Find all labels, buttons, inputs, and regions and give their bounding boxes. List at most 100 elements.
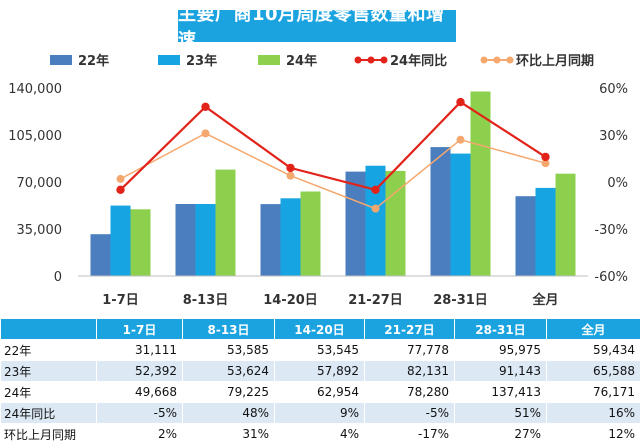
table-cell: 95,975: [455, 340, 547, 361]
table-cell: 91,143: [455, 361, 547, 382]
table-cell: -5%: [97, 403, 183, 424]
table-cell: 48%: [183, 403, 275, 424]
legend-label: 24年同比: [390, 53, 447, 69]
table-cell: 65,588: [547, 361, 640, 382]
point-24年同比-28-31日: [456, 98, 464, 106]
y-right-tick-label: -60%: [594, 270, 628, 285]
y-left-tick-label: 0: [54, 270, 62, 285]
x-tick-label: 21-27日: [348, 293, 403, 308]
bar-23年-28-31日: [451, 154, 471, 276]
table-cell: 53,624: [183, 361, 275, 382]
legend-marker: [355, 57, 362, 64]
legend-label: 23年: [186, 53, 217, 69]
legend-marker: [481, 57, 488, 64]
table-header-cell: 8-13日: [183, 319, 275, 340]
y-right-tick-label: -30%: [594, 223, 628, 238]
legend-marker: [381, 57, 388, 64]
row-label: 24年: [1, 382, 97, 403]
legend-marker: [507, 57, 514, 64]
x-tick-label: 14-20日: [263, 293, 318, 308]
legend-label: 22年: [78, 53, 109, 69]
x-tick-label: 8-13日: [183, 293, 229, 308]
data-table: 1-7日 8-13日 14-20日 21-27日 28-31日 全月 22年 3…: [0, 318, 640, 445]
x-tick-label: 全月: [531, 292, 558, 308]
x-tick-label: 28-31日: [433, 293, 488, 308]
table-header-cell: 14-20日: [275, 319, 365, 340]
point-24年同比-全月: [541, 153, 549, 161]
point-环比上月同期-14-20日: [287, 172, 295, 180]
table-cell: 31,111: [97, 340, 183, 361]
table-cell: 57,892: [275, 361, 365, 382]
table-row: 24年 49,668 79,225 62,954 78,280 137,413 …: [1, 382, 640, 403]
table-cell: 79,225: [183, 382, 275, 403]
chart-area: 0 35,000 70,000 105,000 140,000 -60% -30% 0% 30%…: [0, 0, 640, 316]
point-环比上月同期-28-31日: [457, 136, 465, 144]
table-cell: 9%: [275, 403, 365, 424]
table-cell: 27%: [455, 424, 547, 445]
table-cell: 12%: [547, 424, 640, 445]
y-right-tick-label: 0%: [607, 176, 628, 191]
y-left-tick-label: 35,000: [17, 223, 63, 238]
table-cell: -5%: [365, 403, 455, 424]
bar-22年-14-20日: [261, 204, 281, 276]
bar-22年-28-31日: [431, 147, 451, 276]
legend-swatch-23年: [158, 55, 180, 65]
y-left-tick-label: 140,000: [8, 82, 62, 97]
table-cell: 16%: [547, 403, 640, 424]
bar-22年-全月: [516, 196, 536, 276]
x-tick-label: 1-7日: [102, 293, 139, 308]
table-header-cell: 全月: [547, 319, 640, 340]
row-label: 23年: [1, 361, 97, 382]
point-24年同比-14-20日: [286, 164, 294, 172]
table-cell: 51%: [455, 403, 547, 424]
table-cell: 53,585: [183, 340, 275, 361]
y-right-tick-label: 30%: [599, 129, 628, 144]
y-left-tick-label: 105,000: [8, 129, 62, 144]
y-right-tick-label: 60%: [599, 82, 628, 97]
table-cell: 62,954: [275, 382, 365, 403]
bar-22年-8-13日: [176, 204, 196, 276]
table-cell: 137,413: [455, 382, 547, 403]
legend-label: 24年: [286, 53, 317, 69]
table-header-cell: 21-27日: [365, 319, 455, 340]
point-24年同比-8-13日: [201, 103, 209, 111]
table-cell: 49,668: [97, 382, 183, 403]
bar-24年-8-13日: [216, 170, 236, 276]
table-header-cell: [1, 319, 97, 340]
bar-24年-14-20日: [301, 192, 321, 277]
point-24年同比-21-27日: [371, 186, 379, 194]
table-cell: 76,171: [547, 382, 640, 403]
table-cell: 82,131: [365, 361, 455, 382]
row-label: 24年同比: [1, 403, 97, 424]
table-row: 22年 31,111 53,585 53,545 77,778 95,975 5…: [1, 340, 640, 361]
table-cell: 4%: [275, 424, 365, 445]
row-label: 22年: [1, 340, 97, 361]
table-cell: 59,434: [547, 340, 640, 361]
legend-swatch-22年: [50, 55, 72, 65]
point-环比上月同期-1-7日: [117, 175, 125, 183]
table-row: 23年 52,392 53,624 57,892 82,131 91,143 6…: [1, 361, 640, 382]
table-cell: 2%: [97, 424, 183, 445]
legend-marker: [368, 57, 375, 64]
y-left-tick-label: 70,000: [17, 176, 63, 191]
table-cell: -17%: [365, 424, 455, 445]
table-cell: 53,545: [275, 340, 365, 361]
legend-label: 环比上月同期: [516, 53, 594, 69]
table-cell: 31%: [183, 424, 275, 445]
bar-22年-1-7日: [91, 234, 111, 276]
table-cell: 77,778: [365, 340, 455, 361]
point-24年同比-1-7日: [116, 186, 124, 194]
bar-23年-全月: [536, 188, 556, 276]
point-环比上月同期-21-27日: [372, 205, 380, 213]
bar-24年-1-7日: [131, 209, 151, 276]
table-header-cell: 28-31日: [455, 319, 547, 340]
legend-swatch-24年: [258, 55, 280, 65]
bar-23年-14-20日: [281, 198, 301, 276]
bar-23年-8-13日: [196, 204, 216, 276]
point-环比上月同期-8-13日: [202, 129, 210, 137]
table-row: 24年同比 -5% 48% 9% -5% 51% 16%: [1, 403, 640, 424]
table-header-cell: 1-7日: [97, 319, 183, 340]
bar-24年-全月: [556, 174, 576, 276]
legend-marker: [494, 57, 501, 64]
bar-23年-1-7日: [111, 206, 131, 276]
